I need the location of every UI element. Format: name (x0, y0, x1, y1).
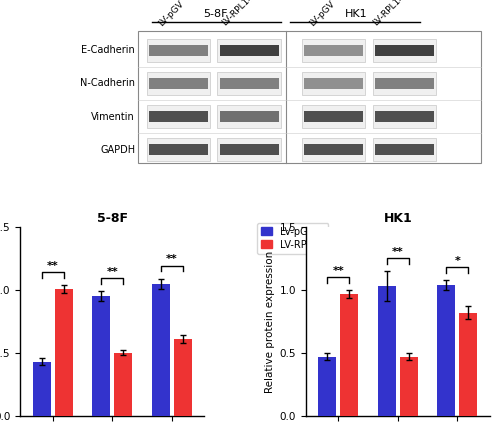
Bar (304, 45, 363, 56)
Text: **: ** (332, 266, 344, 276)
Bar (375, 45, 434, 56)
Bar (302, 72, 366, 95)
Bar (92, 296, 110, 416)
Bar (114, 353, 132, 416)
Text: HK1: HK1 (344, 9, 368, 19)
Bar (220, 78, 278, 89)
Text: **: ** (392, 247, 404, 257)
Bar (218, 39, 281, 62)
Title: HK1: HK1 (384, 212, 412, 225)
Bar (55, 289, 72, 416)
Bar (149, 144, 208, 156)
Bar (372, 138, 436, 161)
Text: *: * (454, 256, 460, 266)
Bar (372, 105, 436, 128)
Text: GAPDH: GAPDH (100, 145, 135, 155)
Bar (378, 286, 396, 416)
Bar (304, 78, 363, 89)
Bar (304, 144, 363, 156)
Text: LV-RPL14: LV-RPL14 (371, 0, 406, 28)
Bar (149, 78, 208, 89)
Bar (375, 78, 434, 89)
Y-axis label: Relative protein expression: Relative protein expression (265, 250, 275, 393)
Bar (220, 111, 278, 123)
Text: N-Cadherin: N-Cadherin (80, 78, 135, 89)
Bar (220, 45, 278, 56)
Bar (218, 105, 281, 128)
Bar (33, 362, 50, 416)
Bar (302, 39, 366, 62)
Bar (152, 284, 170, 416)
Text: **: ** (106, 267, 118, 277)
Bar (147, 138, 210, 161)
Bar (460, 313, 477, 416)
Bar (304, 111, 363, 123)
Bar (147, 105, 210, 128)
Bar (149, 111, 208, 123)
Bar (174, 339, 192, 416)
Bar (438, 285, 455, 416)
Bar (147, 39, 210, 62)
Bar (375, 144, 434, 156)
Title: 5-8F: 5-8F (96, 212, 128, 225)
Bar (149, 45, 208, 56)
Text: E-Cadherin: E-Cadherin (82, 45, 135, 55)
Bar (147, 72, 210, 95)
Text: LV-pGV: LV-pGV (157, 0, 186, 28)
Text: Vimentin: Vimentin (92, 112, 135, 122)
Legend: LV-pGV, LV-RPL14: LV-pGV, LV-RPL14 (257, 223, 328, 254)
Bar (220, 144, 278, 156)
Text: **: ** (166, 254, 177, 265)
Text: LV-pGV: LV-pGV (308, 0, 336, 28)
Bar (375, 111, 434, 123)
Text: 5-8F: 5-8F (203, 9, 228, 19)
Bar (302, 138, 366, 161)
Bar (318, 357, 336, 416)
Bar (372, 39, 436, 62)
Bar (400, 357, 418, 416)
Bar (340, 294, 358, 416)
Bar (218, 72, 281, 95)
Bar (138, 31, 480, 163)
Bar (218, 138, 281, 161)
Bar (302, 105, 366, 128)
Text: LV-RPL14: LV-RPL14 (220, 0, 256, 28)
Bar (372, 72, 436, 95)
Text: **: ** (47, 261, 58, 271)
